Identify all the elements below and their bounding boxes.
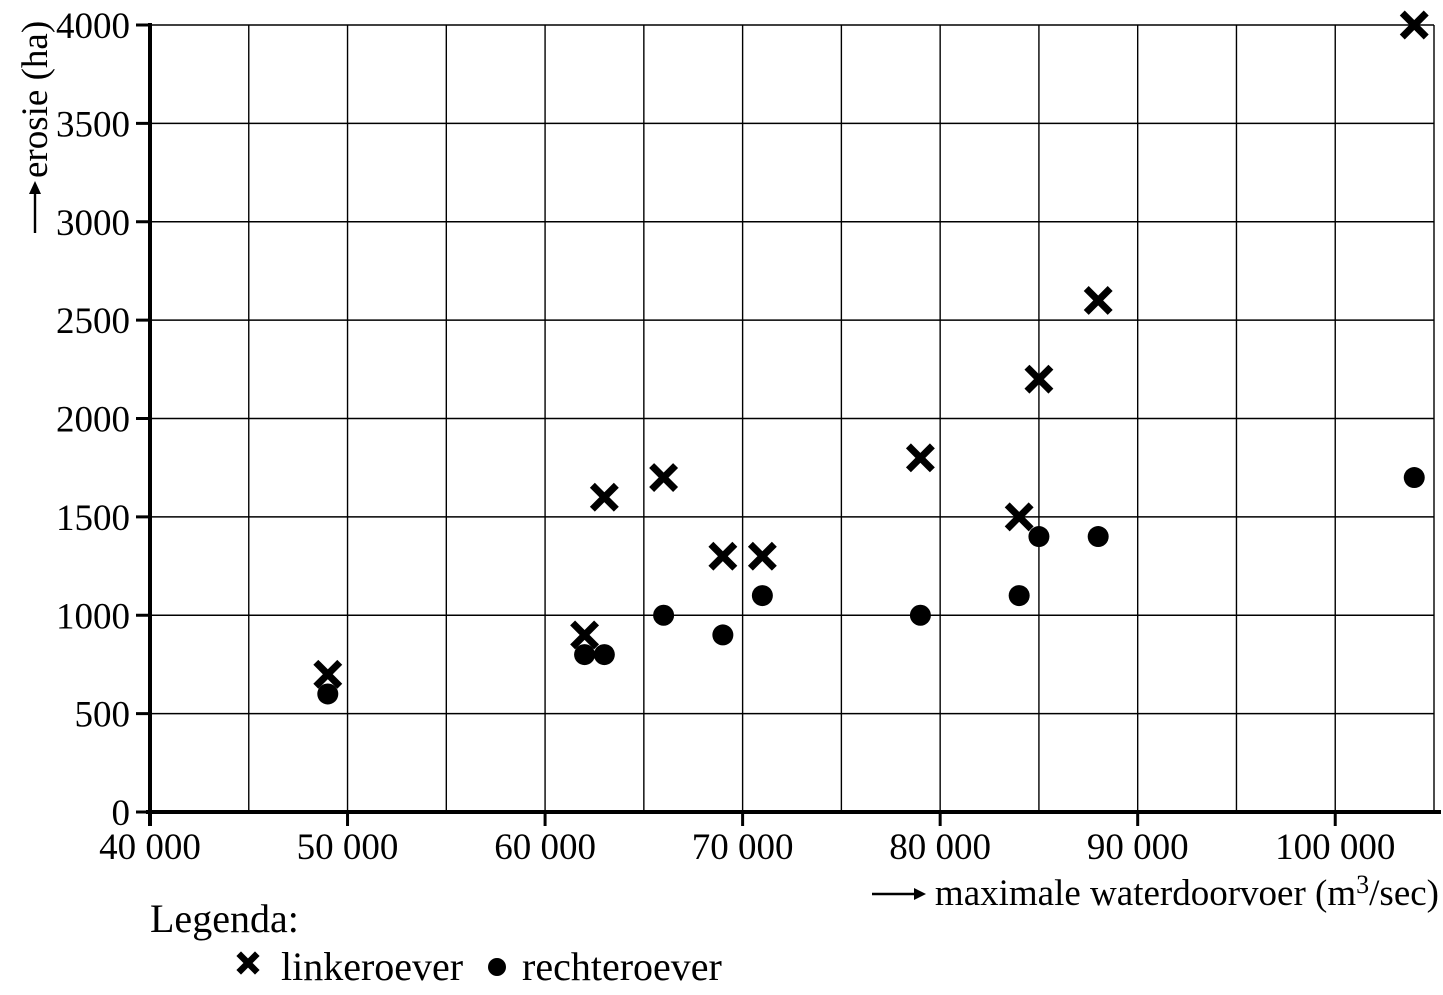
data-point-dot [593,644,615,666]
series-linkeroever [313,10,1429,689]
data-point-cross [570,620,600,650]
x-tick-label: 70 000 [692,827,794,868]
y-tick-label: 3500 [56,104,130,145]
x-axis-title-superscript: 3 [1356,870,1370,899]
data-point-dot [1087,526,1109,548]
data-point-dot [712,624,734,646]
data-point-dot [574,644,596,666]
y-tick-label: 1500 [56,498,130,539]
x-tick-label: 80 000 [889,827,991,868]
data-point-cross [905,443,935,473]
series-rechteroever [317,467,1425,705]
y-axis-arrow-icon [29,181,41,233]
data-point-dot [751,585,773,607]
x-axis-title: maximale waterdoorvoer (m3/sec) [871,870,1439,915]
data-point-cross [747,541,777,571]
y-tick-label: 4000 [56,6,130,47]
data-point-cross [589,482,619,512]
data-point-cross [708,541,738,571]
y-tick-label: 1000 [56,596,130,637]
x-tick-label: 60 000 [494,827,596,868]
x-tick-label: 50 000 [297,827,399,868]
x-tick-label: 40 000 [99,827,201,868]
y-axis-title: erosie (ha) [14,6,57,178]
y-tick-label: 3000 [56,203,130,244]
x-axis-title-label: maximale waterdoorvoer (m3/sec) [934,870,1439,914]
data-point-cross [1004,502,1034,532]
x-tick-label: 100 000 [1275,827,1395,868]
data-point-dot [653,604,675,626]
y-tick-label: 2000 [56,400,130,441]
data-point-dot [317,683,339,705]
data-point-dot [1008,585,1030,607]
data-point-dot [1028,526,1050,548]
tick-marks [136,23,1337,826]
y-tick-label: 2500 [56,301,130,342]
data-point-cross [649,463,679,492]
y-tick-label: 500 [75,695,131,736]
y-tick-label: 0 [112,793,131,834]
cross-marker-icon [236,951,260,975]
data-point-cross [313,659,343,689]
y-axis-title-label: erosie (ha) [15,20,56,178]
legend-item-linkeroever: linkeroever [281,944,464,989]
legend-item-rechteroever: rechteroever [522,944,722,989]
axes [146,23,1441,826]
data-point-cross [1399,10,1429,40]
data-point-cross [1083,286,1113,315]
x-axis-arrow-icon [871,887,926,900]
data-point-dot [1403,467,1425,489]
data-point-cross [1024,364,1054,394]
x-tick-label: 90 000 [1087,827,1189,868]
legend-title: Legenda: [150,896,299,941]
gridlines [149,24,1435,813]
dot-marker-icon [488,958,506,976]
data-point-dot [909,604,931,626]
tick-labels: 40 000 50 000 60 000 70 000 80 000 90 000 100 … [56,6,1395,868]
